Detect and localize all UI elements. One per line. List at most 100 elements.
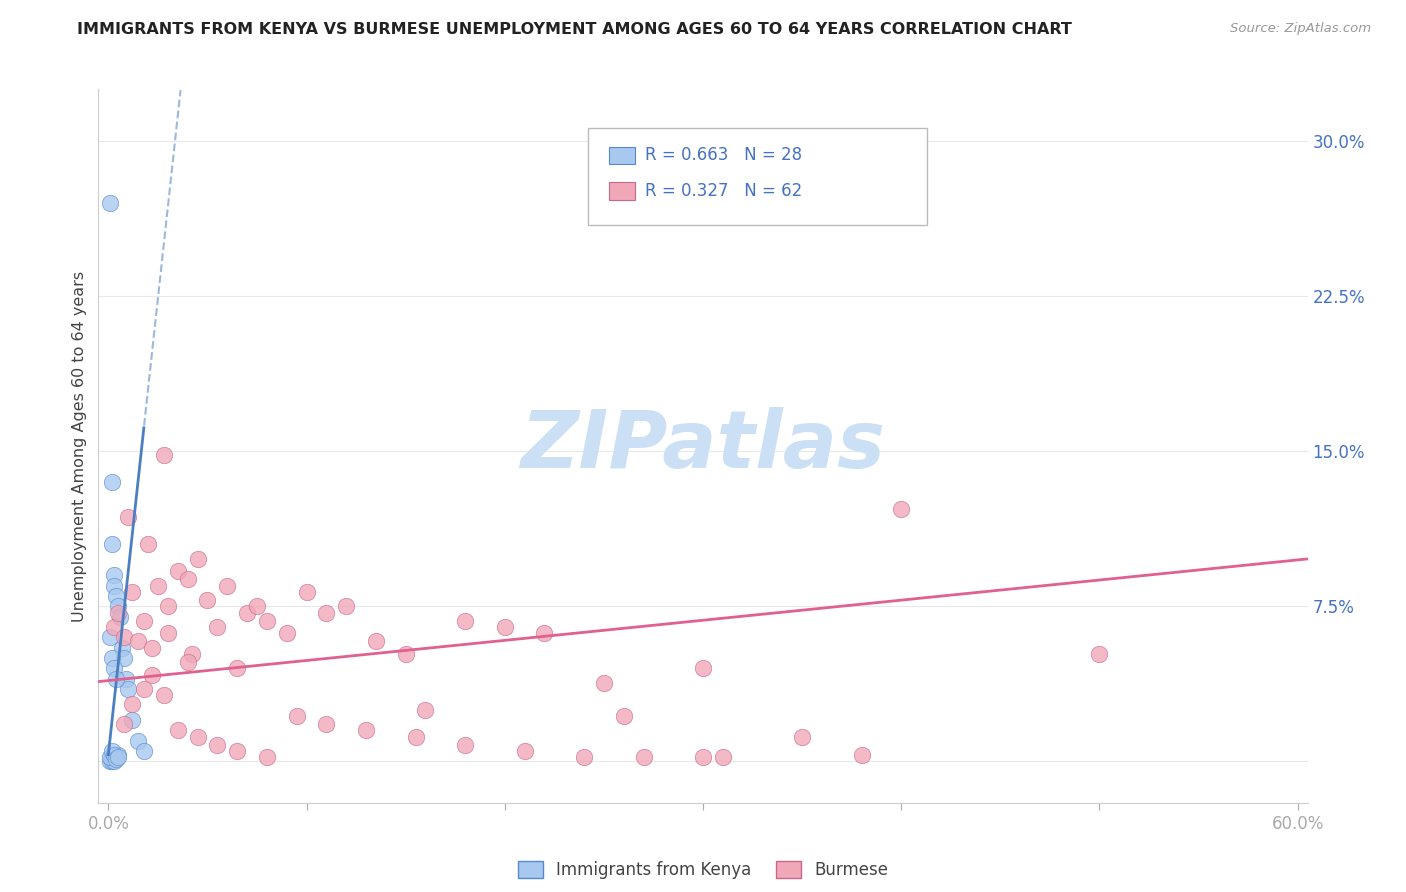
Point [315, 717, 337, 731]
Point [105, 672, 128, 686]
Point [107, 750, 129, 764]
Point [692, 750, 714, 764]
Point [572, 750, 595, 764]
Point [246, 599, 269, 614]
Point [117, 681, 139, 696]
Point [217, 579, 239, 593]
Point [405, 730, 427, 744]
Point [513, 744, 536, 758]
Point [226, 661, 249, 675]
Point [146, 579, 169, 593]
Point [633, 750, 655, 764]
Point [107, 606, 129, 620]
Point [166, 723, 188, 738]
Point [117, 510, 139, 524]
Point [121, 697, 143, 711]
Point [153, 688, 176, 702]
FancyBboxPatch shape [609, 147, 636, 164]
Point [186, 551, 208, 566]
Point [207, 738, 229, 752]
Point [112, 630, 135, 644]
Point [285, 709, 308, 723]
Point [890, 502, 912, 516]
Point [103, 755, 125, 769]
Point [276, 626, 298, 640]
Point [354, 723, 377, 738]
Point [110, 609, 132, 624]
Point [692, 661, 714, 675]
Point [315, 606, 337, 620]
Point [454, 614, 477, 628]
Point [98, 196, 121, 211]
Y-axis label: Unemployment Among Ages 60 to 64 years: Unemployment Among Ages 60 to 64 years [72, 270, 87, 622]
Point [186, 730, 208, 744]
Point [256, 750, 278, 764]
Legend: Immigrants from Kenya, Burmese: Immigrants from Kenya, Burmese [510, 854, 896, 886]
Point [141, 640, 163, 655]
Point [790, 730, 813, 744]
Point [105, 752, 128, 766]
Point [103, 620, 125, 634]
Point [533, 626, 555, 640]
Point [494, 620, 516, 634]
Text: ZIPatlas: ZIPatlas [520, 407, 886, 485]
Point [851, 748, 873, 763]
Point [236, 606, 259, 620]
Point [101, 537, 124, 551]
Point [136, 537, 159, 551]
Point [415, 703, 437, 717]
Point [180, 647, 202, 661]
Point [132, 614, 155, 628]
Point [101, 744, 124, 758]
Point [132, 681, 155, 696]
Point [1088, 647, 1111, 661]
Point [127, 634, 149, 648]
Point [176, 655, 198, 669]
Point [166, 564, 188, 578]
Point [112, 717, 135, 731]
Point [256, 614, 278, 628]
Point [127, 733, 149, 747]
Point [101, 651, 124, 665]
Point [593, 676, 616, 690]
Point [111, 640, 134, 655]
Point [132, 744, 155, 758]
Point [115, 672, 138, 686]
Point [153, 448, 176, 462]
Point [103, 579, 125, 593]
Text: R = 0.663   N = 28: R = 0.663 N = 28 [645, 146, 801, 164]
Point [121, 713, 143, 727]
Point [105, 589, 128, 603]
Point [197, 593, 219, 607]
Point [176, 573, 198, 587]
Point [103, 568, 125, 582]
Point [112, 651, 135, 665]
Point [121, 584, 143, 599]
Point [395, 647, 418, 661]
Point [156, 599, 179, 614]
Point [107, 599, 129, 614]
Point [226, 744, 249, 758]
Point [98, 750, 121, 764]
Text: R = 0.327   N = 62: R = 0.327 N = 62 [645, 182, 803, 200]
Point [103, 661, 125, 675]
Point [98, 630, 121, 644]
Text: IMMIGRANTS FROM KENYA VS BURMESE UNEMPLOYMENT AMONG AGES 60 TO 64 YEARS CORRELAT: IMMIGRANTS FROM KENYA VS BURMESE UNEMPLO… [77, 22, 1073, 37]
Point [107, 748, 129, 763]
Point [98, 755, 121, 769]
Point [101, 755, 124, 769]
FancyBboxPatch shape [588, 128, 927, 225]
Point [335, 599, 357, 614]
Point [711, 750, 734, 764]
Point [156, 626, 179, 640]
Point [364, 634, 387, 648]
Point [295, 584, 318, 599]
Point [101, 475, 124, 490]
Point [613, 709, 636, 723]
Point [454, 738, 477, 752]
Point [207, 620, 229, 634]
Text: Source: ZipAtlas.com: Source: ZipAtlas.com [1230, 22, 1371, 36]
Point [103, 748, 125, 763]
Point [141, 667, 163, 681]
FancyBboxPatch shape [609, 183, 636, 200]
